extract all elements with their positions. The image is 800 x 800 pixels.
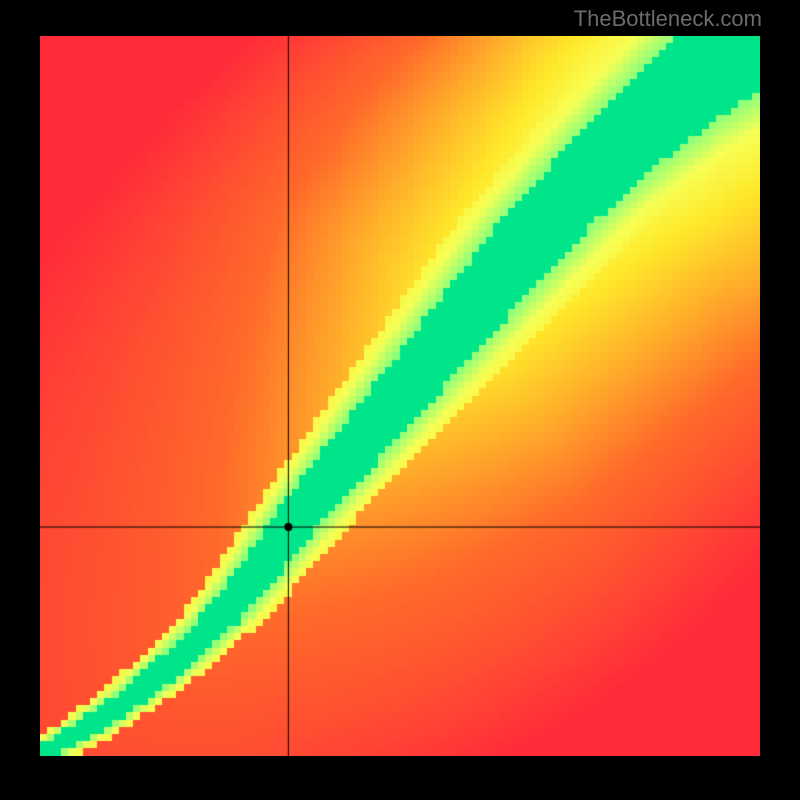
bottleneck-heatmap bbox=[40, 36, 760, 756]
chart-container: TheBottleneck.com bbox=[0, 0, 800, 800]
watermark-text: TheBottleneck.com bbox=[574, 6, 762, 32]
